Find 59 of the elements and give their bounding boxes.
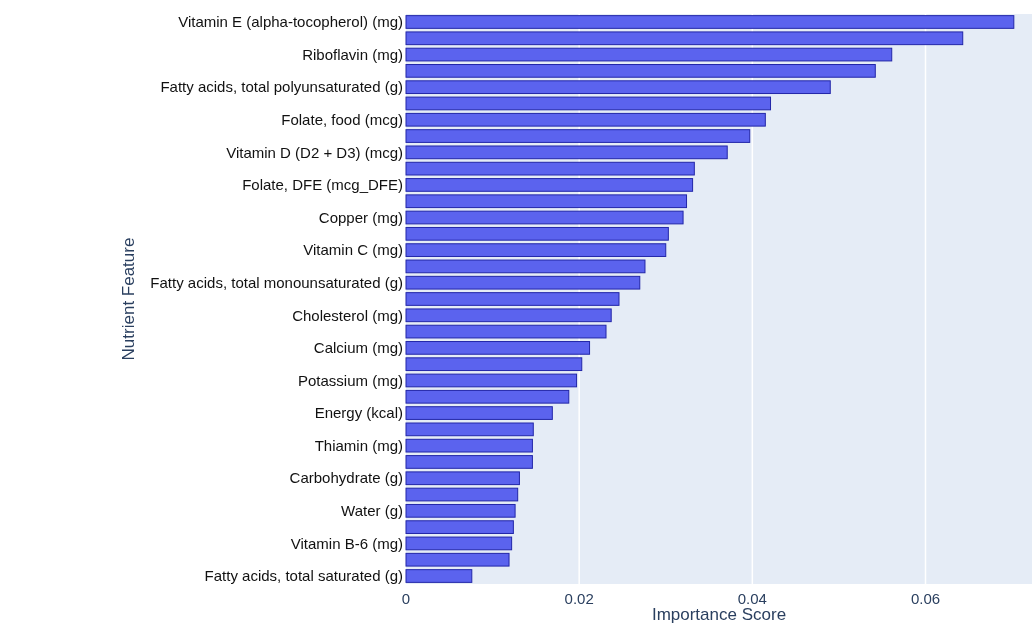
bar [405, 455, 533, 469]
y-tick-label: Vitamin C (mg) [303, 241, 403, 259]
bar [405, 31, 964, 46]
y-axis-title: Nutrient Feature [118, 237, 138, 361]
bar [405, 80, 831, 95]
bar [405, 552, 510, 567]
bar [405, 357, 583, 372]
y-tick-label: Carbohydrate (g) [289, 469, 403, 487]
y-tick-label: Thiamin (mg) [314, 436, 403, 454]
y-tick-label: Vitamin D (D2 + D3) (mcg) [226, 143, 403, 161]
bar [405, 324, 607, 339]
bar [405, 96, 772, 111]
bar [405, 275, 641, 290]
bar [405, 243, 667, 257]
bar [405, 373, 578, 388]
x-tick-label: 0.02 [564, 590, 594, 607]
bar [405, 259, 646, 274]
bar [405, 422, 534, 437]
bar [405, 210, 684, 225]
bar [405, 536, 513, 551]
y-tick-label: Folate, food (mcg) [281, 111, 403, 128]
bar [405, 308, 612, 323]
y-tick-label: Riboflavin (mg) [302, 45, 403, 63]
bar [405, 178, 694, 192]
y-tick-label: Cholesterol (mg) [292, 306, 403, 324]
y-tick-label: Calcium (mg) [313, 339, 403, 357]
bar [405, 569, 473, 583]
bar [405, 145, 728, 160]
y-tick-label: Vitamin B-6 (mg) [290, 534, 403, 552]
bar [405, 406, 553, 420]
bar [405, 161, 695, 176]
y-tick-label: Fatty acids, total polyunsaturated (g) [160, 78, 403, 96]
bar [405, 112, 766, 127]
bar [405, 341, 591, 355]
x-tick-label: 0 [401, 590, 411, 607]
x-tick-label: 0.04 [737, 590, 767, 607]
y-tick-label: Copper (mg) [318, 208, 403, 226]
y-tick-label: Folate, DFE (mcg_DFE) [242, 176, 403, 194]
x-tick-label: 0.06 [910, 590, 941, 607]
bar [405, 487, 519, 502]
y-tick-label: Potassium (mg) [297, 371, 403, 389]
bar [405, 520, 514, 534]
bar [405, 471, 520, 486]
bar [405, 15, 1015, 29]
bar [405, 503, 516, 518]
bar [405, 226, 669, 241]
bar [405, 194, 688, 209]
bar [405, 47, 893, 62]
bar [405, 129, 751, 143]
y-tick-label: Fatty acids, total monounsaturated (g) [150, 273, 403, 291]
y-tick-label: Energy (kcal) [314, 404, 403, 422]
bar [405, 292, 620, 306]
bar [405, 389, 570, 404]
y-tick-label: Fatty acids, total saturated (g) [204, 567, 403, 585]
x-axis-title: Importance Score [651, 605, 787, 624]
y-tick-label: Water (g) [341, 502, 403, 520]
y-tick-label: Vitamin E (alpha-tocopherol) (mg) [178, 13, 403, 31]
bar [405, 438, 533, 453]
bar [405, 64, 876, 78]
